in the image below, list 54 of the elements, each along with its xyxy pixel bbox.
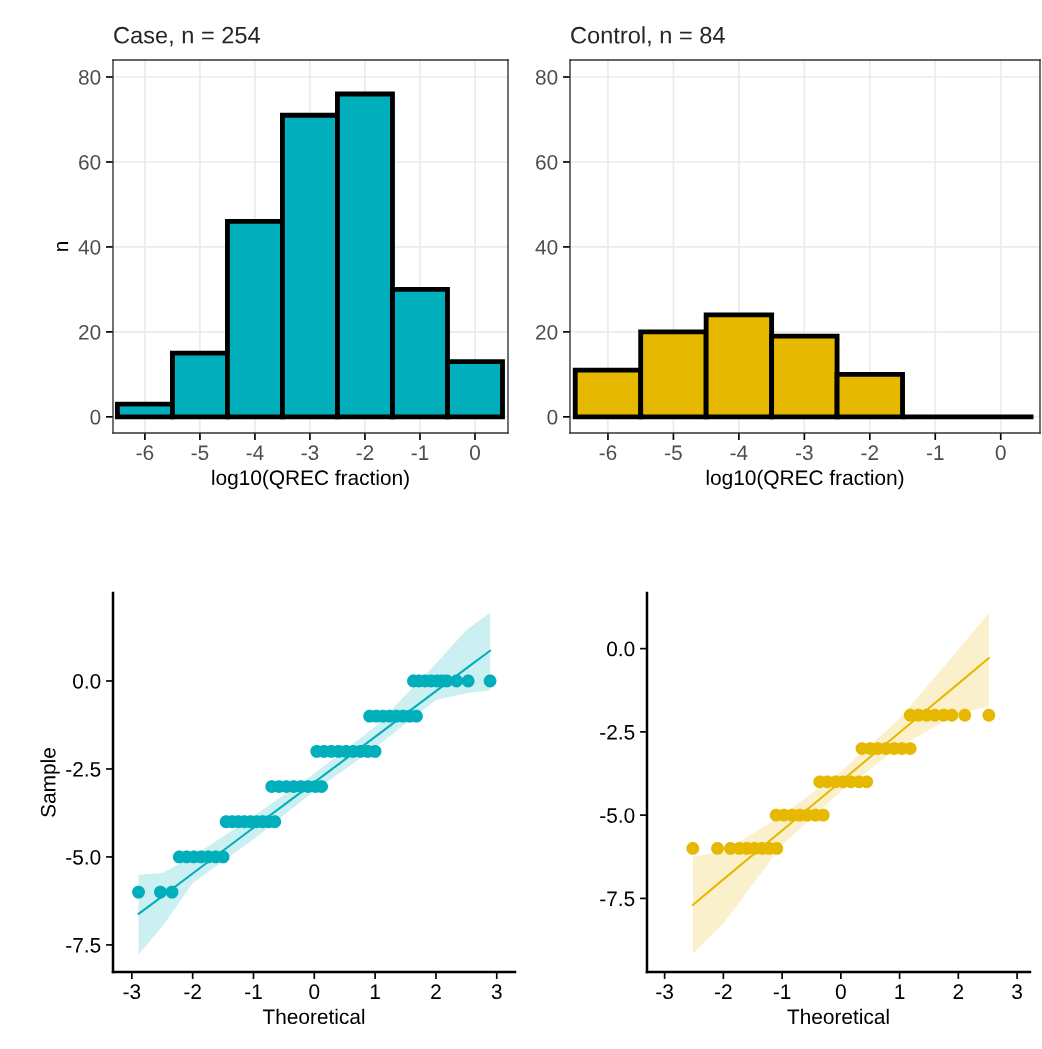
x-tick-label: -5 xyxy=(665,445,682,461)
x-tick-label: 0 xyxy=(309,984,320,1000)
y-tick-label: 0.0 xyxy=(607,641,635,657)
x-tick-label: -2 xyxy=(184,984,201,999)
y-tick-label: 20 xyxy=(79,324,101,340)
x-axis-title: Theoretical xyxy=(262,1008,365,1025)
x-tick-label: 2 xyxy=(431,984,441,999)
y-tick-label: -2.5 xyxy=(600,724,635,740)
chart-title: Case, n = 254 xyxy=(114,26,260,47)
x-tick-label: -5 xyxy=(191,445,209,461)
x-tick-label: -6 xyxy=(599,445,617,461)
chart-title: Control, n = 84 xyxy=(571,26,725,47)
x-tick-label: -1 xyxy=(411,445,429,460)
x-axis-title: log10(QREC fraction) xyxy=(706,469,904,490)
x-tick-label: 0 xyxy=(995,445,1006,461)
y-tick-label: 0.0 xyxy=(73,673,101,689)
x-tick-label: -3 xyxy=(123,984,141,1000)
x-axis-title: Theoretical xyxy=(787,1008,889,1025)
y-tick-label: 20 xyxy=(536,324,558,340)
x-tick-label: 1 xyxy=(370,984,380,999)
y-tick-label: 60 xyxy=(79,154,101,170)
x-axis-title: log10(QREC fraction) xyxy=(212,469,409,490)
x-tick-label: 0 xyxy=(835,984,846,1000)
y-tick-label: -7.5 xyxy=(600,891,635,907)
x-tick-label: 0 xyxy=(470,445,480,461)
x-tick-label: -3 xyxy=(301,445,319,461)
x-tick-label: 2 xyxy=(953,984,964,999)
y-tick-label: 40 xyxy=(535,239,558,255)
x-tick-label: -4 xyxy=(730,445,748,460)
x-tick-label: -1 xyxy=(245,984,262,999)
x-tick-label: -4 xyxy=(246,445,264,460)
x-tick-label: 3 xyxy=(1012,984,1022,1000)
y-tick-label: -2.5 xyxy=(66,761,101,777)
x-tick-label: -3 xyxy=(656,984,673,1000)
x-tick-label: -6 xyxy=(136,445,154,461)
y-axis-title: n xyxy=(56,242,69,251)
x-tick-label: -3 xyxy=(796,445,813,461)
y-tick-label: -7.5 xyxy=(66,938,101,953)
x-tick-label: -1 xyxy=(926,445,944,460)
y-tick-label: 60 xyxy=(536,154,558,170)
x-tick-label: -1 xyxy=(773,984,791,999)
x-tick-label: 3 xyxy=(491,984,502,1000)
y-tick-label: -5.0 xyxy=(66,849,101,865)
x-tick-label: 1 xyxy=(895,984,905,999)
y-tick-label: 0 xyxy=(90,409,101,425)
x-tick-label: -2 xyxy=(715,984,732,999)
y-tick-label: 40 xyxy=(78,239,101,255)
y-tick-label: 80 xyxy=(78,69,101,85)
x-tick-label: -2 xyxy=(861,445,879,460)
y-tick-label: 0 xyxy=(547,409,558,425)
x-tick-label: -2 xyxy=(356,445,374,460)
y-axis-title: Sample xyxy=(40,748,60,817)
y-tick-label: -5.0 xyxy=(600,808,635,823)
y-tick-label: 80 xyxy=(535,69,558,85)
